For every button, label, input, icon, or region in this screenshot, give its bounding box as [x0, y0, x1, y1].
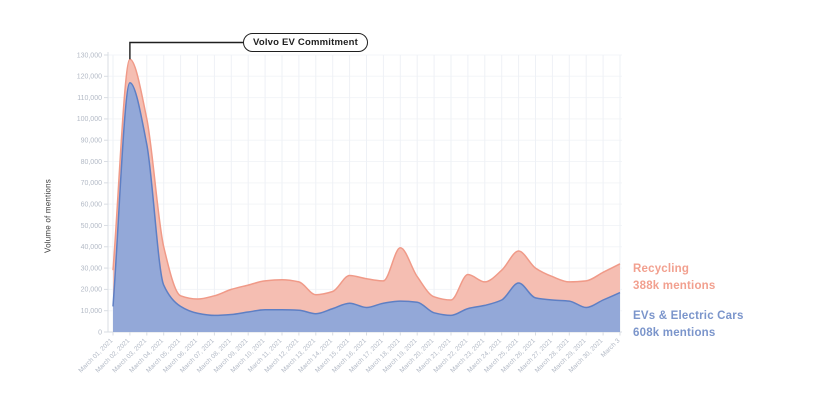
annotation-callout[interactable]: Volvo EV Commitment: [243, 33, 368, 52]
y-tick-label: 40,000: [81, 244, 103, 251]
legend-item-evs[interactable]: EVs & Electric Cars 608k mentions: [633, 308, 744, 342]
y-tick-label: 120,000: [77, 74, 102, 81]
y-tick-label: 20,000: [81, 287, 103, 294]
legend-series-mentions: 388k mentions: [633, 280, 716, 292]
legend-series-name: EVs & Electric Cars: [633, 310, 744, 322]
y-tick-label: 90,000: [81, 138, 103, 145]
legend-series-name: Recycling: [633, 263, 690, 275]
y-tick-label: 130,000: [77, 52, 102, 59]
y-axis-title: Volume of mentions: [43, 179, 53, 253]
legend-series-mentions: 608k mentions: [633, 327, 716, 339]
y-tick-label: 10,000: [81, 308, 103, 315]
y-tick-label: 50,000: [81, 223, 103, 230]
x-tick-label: March 3: [600, 337, 622, 359]
y-tick-label: 80,000: [81, 159, 103, 166]
annotation-label: Volvo EV Commitment: [253, 37, 358, 48]
y-tick-label: 60,000: [81, 202, 103, 209]
y-tick-label: 100,000: [77, 116, 102, 123]
y-tick-label: 30,000: [81, 265, 103, 272]
legend-item-recycling[interactable]: Recycling 388k mentions: [633, 261, 744, 295]
recycling-line: [112, 58, 621, 301]
annotation-connector: [129, 41, 243, 60]
legend: Recycling 388k mentions EVs & Electric C…: [633, 261, 744, 342]
y-tick-label: 70,000: [81, 180, 103, 187]
evs-area[interactable]: [113, 82, 620, 332]
y-tick-label: 110,000: [77, 95, 102, 102]
y-tick-label: 0: [98, 329, 102, 336]
evs-line: [112, 81, 621, 317]
